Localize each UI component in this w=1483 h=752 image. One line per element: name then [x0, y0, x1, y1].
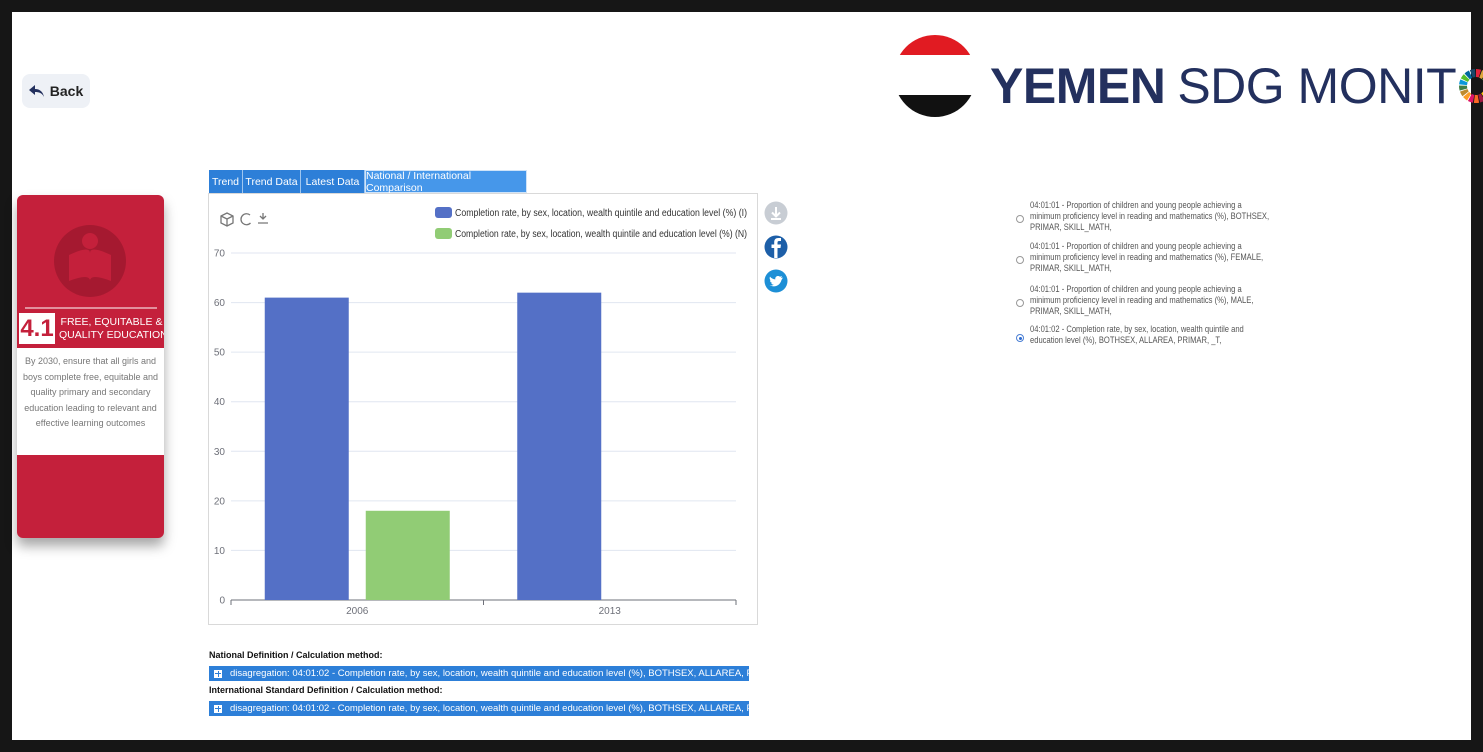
- option[interactable]: 04:01:01 - Proportion of children and yo…: [1016, 284, 1316, 324]
- definition-item[interactable]: disagregation: 04:01:02 - Completion rat…: [209, 701, 749, 716]
- y-tick-label: 20: [214, 496, 226, 507]
- definition-item[interactable]: disagregation: 04:01:02 - Completion rat…: [209, 666, 749, 681]
- y-tick-label: 0: [219, 596, 225, 607]
- legend-label: Completion rate, by sex, location, wealt…: [455, 229, 747, 240]
- tab[interactable]: Latest Data: [301, 170, 365, 193]
- goal-number: 4.1: [20, 314, 54, 342]
- facebook-icon[interactable]: [764, 235, 788, 259]
- y-tick-label: 30: [214, 447, 226, 458]
- wheel-segment: [1460, 74, 1470, 82]
- option[interactable]: 04:01:02 - Completion rate, by sex, loca…: [1016, 324, 1316, 354]
- option-label: 04:01:02 - Completion rate, by sex, loca…: [1030, 324, 1244, 346]
- legend-swatch: [435, 207, 452, 218]
- bar: [365, 510, 450, 600]
- definition-text: disagregation: 04:01:02 - Completion rat…: [230, 703, 749, 714]
- expand-icon: [214, 669, 222, 678]
- legend-swatch: [435, 228, 452, 239]
- wheel-segment: [1478, 93, 1483, 103]
- share-icons: [764, 201, 788, 293]
- bar: [264, 297, 349, 600]
- wheel-segment: [1479, 70, 1483, 79]
- radio[interactable]: [1016, 256, 1024, 264]
- wheel-segment: [1459, 85, 1468, 91]
- option-label: 04:01:01 - Proportion of children and yo…: [1030, 284, 1254, 317]
- goal-title-line: FREE, EQUITABLE &: [60, 316, 163, 328]
- chart: 0 10 20 30 40 50 60 70 2006 2013 Completion rate, …: [214, 207, 747, 617]
- brand-strong: YEMEN: [990, 58, 1166, 114]
- goal-card: 4.1 FREE, EQUITABLE & QUALITY EDUCATION …: [17, 195, 164, 538]
- x-tick-label: 2013: [599, 606, 622, 617]
- y-tick-label: 70: [214, 249, 226, 260]
- option[interactable]: 04:01:01 - Proportion of children and yo…: [1016, 200, 1316, 240]
- definition-text: disagregation: 04:01:02 - Completion rat…: [230, 668, 749, 679]
- option-label: 04:01:01 - Proportion of children and yo…: [1030, 200, 1270, 233]
- tab[interactable]: Trend: [209, 170, 243, 193]
- bar: [517, 292, 602, 600]
- yemen-flag-logo: [894, 35, 976, 117]
- definition-heading: International Standard Definition / Calc…: [209, 685, 443, 695]
- brand: YEMEN SDG MONIT R: [990, 57, 1483, 115]
- definition-heading: National Definition / Calculation method…: [209, 650, 383, 660]
- wheel-segment: [1476, 69, 1482, 78]
- y-tick-label: 10: [214, 546, 226, 557]
- wheel-segment: [1470, 69, 1476, 78]
- wheel-segment: [1463, 91, 1472, 101]
- goal-icon: [19, 225, 157, 344]
- goal-title: FREE, EQUITABLE & QUALITY EDUCATION: [59, 316, 164, 342]
- page: [12, 12, 1471, 740]
- brand-light: SDG MONIT: [1177, 58, 1457, 114]
- legend-label: Completion rate, by sex, location, wealt…: [455, 208, 747, 219]
- y-tick-label: 40: [214, 397, 226, 408]
- chart-box: 0 10 20 30 40 50 60 70 2006 2013 Completion rate, …: [208, 193, 758, 625]
- wheel-segment: [1468, 93, 1475, 103]
- wheel-segment: [1474, 94, 1480, 104]
- goal-title-line: QUALITY EDUCATION: [59, 329, 164, 341]
- radio[interactable]: [1016, 299, 1024, 307]
- y-tick-label: 60: [214, 298, 226, 309]
- x-tick-label: 2006: [346, 606, 369, 617]
- goal-description: By 2030, ensure that all girls and boys …: [17, 348, 164, 455]
- wheel-segment: [1459, 79, 1468, 86]
- radio[interactable]: [1016, 334, 1024, 342]
- radio[interactable]: [1016, 215, 1024, 223]
- sdg-wheel: [1459, 69, 1483, 104]
- expand-icon: [214, 704, 222, 713]
- back-label: Back: [49, 83, 84, 99]
- back-icon: [28, 85, 44, 97]
- option-label: 04:01:01 - Proportion of children and yo…: [1030, 241, 1264, 274]
- tab[interactable]: Trend Data: [243, 170, 301, 193]
- option[interactable]: 04:01:01 - Proportion of children and yo…: [1016, 241, 1316, 281]
- y-tick-label: 50: [214, 348, 226, 359]
- download-icon[interactable]: [764, 201, 788, 225]
- toolbox[interactable]: [220, 212, 268, 227]
- back-button[interactable]: Back: [22, 74, 90, 108]
- wheel-segment: [1464, 70, 1473, 80]
- tab[interactable]: National / International Comparison: [365, 170, 527, 194]
- wheel-segment: [1460, 88, 1469, 97]
- twitter-icon[interactable]: [764, 269, 788, 293]
